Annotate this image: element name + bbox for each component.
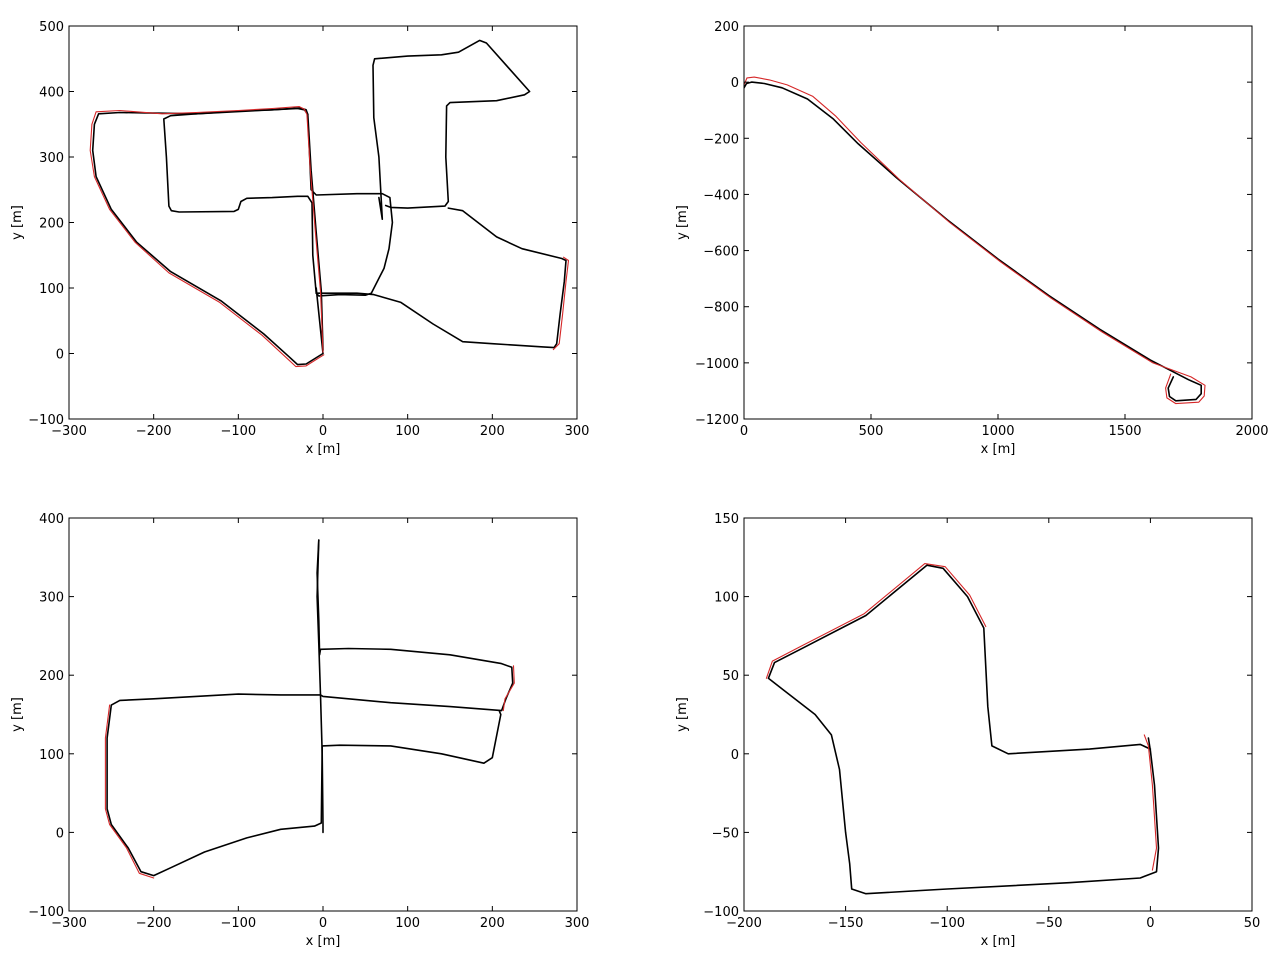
- x-axis-label: x [m]: [306, 934, 341, 949]
- y-tick-label: −100: [28, 413, 64, 428]
- y-tick-label: −100: [28, 905, 64, 920]
- trajectory-black-segment-0: [163, 107, 394, 351]
- x-tick-label: 100: [395, 916, 420, 931]
- trajectory-black-segment-2: [372, 39, 531, 220]
- trajectory-red-segment-0: [1143, 734, 1158, 871]
- y-tick-label: 200: [39, 669, 64, 684]
- trajectory-red-segment-0: [89, 106, 325, 368]
- y-tick-label: 300: [39, 591, 64, 606]
- y-tick-label: −100: [703, 905, 739, 920]
- y-tick-label: 500: [39, 20, 64, 35]
- y-tick-label: −800: [703, 301, 739, 316]
- x-axis-label: x [m]: [981, 442, 1016, 457]
- y-tick-label: 400: [39, 512, 64, 527]
- y-tick-label: 400: [39, 86, 64, 101]
- x-tick-label: 1000: [981, 424, 1014, 439]
- chart-panel-2: 0 500 1000 1500 2000−1200−1000−800−600−400−2…: [675, 20, 1269, 457]
- y-tick-label: 200: [39, 217, 64, 232]
- chart-panel-3: −300 −200 −100 0 100 200 300 −100 0 100 200 300 400 x…: [10, 512, 589, 949]
- x-tick-label: 100: [395, 424, 420, 439]
- y-axis-label: y [m]: [675, 205, 690, 240]
- y-tick-label: 50: [722, 669, 739, 684]
- plot-lines: [744, 76, 1206, 405]
- x-tick-label: 200: [480, 916, 505, 931]
- x-tick-label: 500: [859, 424, 884, 439]
- x-axis-label: x [m]: [981, 934, 1016, 949]
- x-tick-label: −200: [136, 916, 172, 931]
- trajectory-red-segment-1: [552, 256, 570, 351]
- plot-frame: [743, 25, 1253, 420]
- plot-lines: [104, 539, 515, 879]
- trajectory-black-segment-0: [744, 81, 1202, 402]
- x-tick-label: −50: [1035, 916, 1062, 931]
- plot-lines: [89, 39, 570, 368]
- x-tick-label: −100: [929, 916, 965, 931]
- y-tick-label: −50: [712, 826, 739, 841]
- x-tick-label: −100: [220, 916, 256, 931]
- plot-lines: [765, 563, 1160, 895]
- y-tick-label: 300: [39, 151, 64, 166]
- y-tick-label: 200: [714, 20, 739, 35]
- x-tick-label: 0: [740, 424, 748, 439]
- x-tick-label: −300: [51, 916, 87, 931]
- y-tick-label: 0: [731, 76, 739, 91]
- x-tick-label: −100: [220, 424, 256, 439]
- y-tick-label: −1200: [695, 413, 739, 428]
- y-axis-label: y [m]: [10, 205, 25, 240]
- y-axis-label: y [m]: [10, 697, 25, 732]
- x-tick-label: 1500: [1108, 424, 1141, 439]
- y-tick-label: 100: [39, 282, 64, 297]
- y-tick-label: 0: [56, 348, 64, 363]
- x-tick-label: −200: [726, 916, 762, 931]
- x-tick-label: −300: [51, 424, 87, 439]
- x-axis-label: x [m]: [306, 442, 341, 457]
- trajectory-red-segment-0: [104, 704, 155, 879]
- x-tick-label: 200: [480, 424, 505, 439]
- trajectory-black-segment-3: [315, 207, 567, 349]
- y-tick-label: −200: [703, 132, 739, 147]
- x-tick-label: 0: [319, 424, 327, 439]
- x-tick-label: 300: [565, 916, 590, 931]
- x-tick-label: −200: [136, 424, 172, 439]
- x-tick-label: 0: [319, 916, 327, 931]
- chart-panel-4: −200 −150 −100 −50 0 50 −100 −50 0 50 100 150 x [m] y…: [675, 512, 1260, 949]
- trajectory-red-segment-1: [502, 665, 515, 712]
- y-tick-label: −600: [703, 245, 739, 260]
- trajectory-black-segment-1: [91, 107, 324, 366]
- y-tick-label: −400: [703, 188, 739, 203]
- x-tick-label: −150: [828, 916, 864, 931]
- x-tick-label: 2000: [1235, 424, 1268, 439]
- trajectory-black-segment-0: [767, 564, 1160, 895]
- x-tick-label: 300: [565, 424, 590, 439]
- trajectory-red-segment-0: [744, 76, 1206, 405]
- plot-frame: [68, 25, 578, 420]
- x-tick-label: 50: [1244, 916, 1261, 931]
- y-tick-label: −1000: [695, 357, 739, 372]
- chart-panel-1: −300 −200 −100 0 100 200 300 −100 0 100 200 300 400 5…: [10, 20, 589, 457]
- plot-frame: [743, 517, 1253, 912]
- trajectory-black-segment-1: [106, 539, 514, 877]
- y-axis-label: y [m]: [675, 697, 690, 732]
- y-tick-label: 0: [56, 826, 64, 841]
- y-tick-label: 0: [731, 748, 739, 763]
- x-tick-label: 0: [1146, 916, 1154, 931]
- trajectory-red-segment-1: [765, 563, 987, 679]
- y-tick-label: 150: [714, 512, 739, 527]
- y-tick-label: 100: [39, 748, 64, 763]
- y-tick-label: 100: [714, 591, 739, 606]
